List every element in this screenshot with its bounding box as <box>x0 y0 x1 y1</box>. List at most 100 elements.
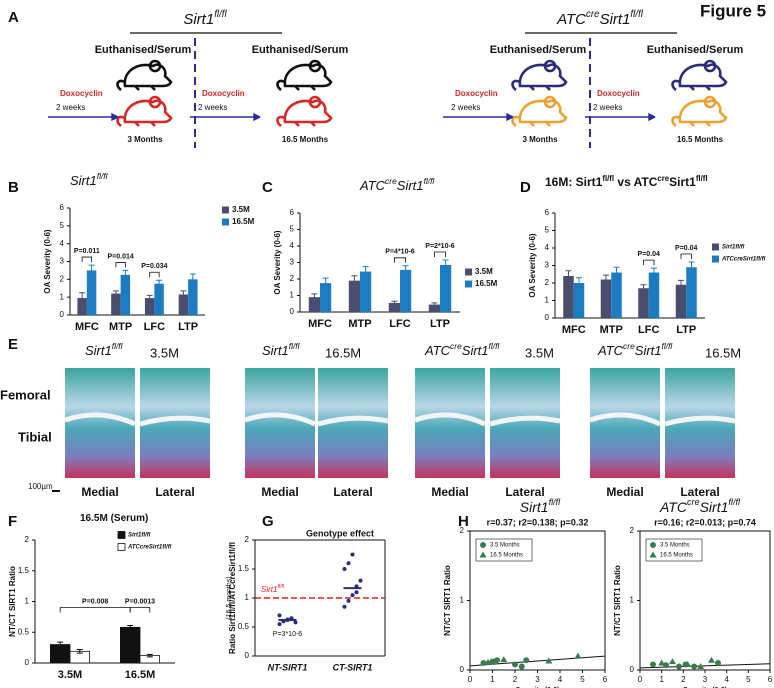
euthanised-label: Euthanised/Serum <box>490 44 587 56</box>
rich-text: 16M: Sirt1fl/fl vs ATCcreSirt1fl/fl <box>545 174 708 190</box>
y-tick-label: 2 <box>245 535 250 544</box>
legend-label: 3.5 Months <box>660 543 690 549</box>
y-tick-label: 1 <box>290 291 295 300</box>
superscript: fl/fl <box>489 341 501 351</box>
error-bar <box>146 294 153 302</box>
x-tick-label: MFC <box>562 324 586 336</box>
mouse-foot <box>150 85 156 91</box>
mouse-foot <box>689 121 695 127</box>
legend-label: Sirt1fl/fl <box>128 533 151 539</box>
x-tick-label: 2 <box>681 675 686 684</box>
mouse-body <box>518 99 568 124</box>
y-tick-label: 6 <box>545 208 550 217</box>
data-point <box>697 663 705 670</box>
x-tick-label: LTP <box>178 321 198 333</box>
stats-label: r=0.16; r2=0.013; p=0.74 <box>654 517 756 527</box>
mouse-icon <box>511 59 568 92</box>
text-run: ATC <box>659 499 688 515</box>
legend-swatch <box>712 243 719 251</box>
legend-marker <box>480 542 486 548</box>
rich-text: Sirt1fl/fl <box>85 341 124 358</box>
bar <box>686 267 697 318</box>
error-bar <box>122 269 129 280</box>
bar <box>120 626 141 664</box>
error-bar <box>688 261 695 273</box>
legend-box <box>475 538 533 562</box>
bar <box>120 274 131 315</box>
mouse-foot <box>705 85 711 91</box>
legend-label: 16.5 Months <box>660 553 693 559</box>
y-tick-label: 3 <box>545 261 550 270</box>
bar <box>360 271 372 312</box>
text-run: ATC <box>597 343 624 358</box>
p-value: P=0.04 <box>638 251 660 258</box>
legend-label: ATCcreSirt1fl/fl <box>127 545 172 551</box>
mouse-tail <box>116 115 126 128</box>
superscript: fl/fl <box>728 497 741 507</box>
bar <box>86 270 97 315</box>
superscript: fl/fl <box>662 341 674 351</box>
y-tick-label: 0 <box>545 313 550 322</box>
arrow <box>443 112 514 122</box>
panel-letter: E <box>8 336 18 353</box>
superscript: fl/fl <box>424 176 436 186</box>
joint-space <box>589 412 662 427</box>
superscript: fl/fl <box>277 584 284 590</box>
x-axis-label: Severity (0-6) <box>683 687 727 688</box>
mouse-tail <box>276 79 286 92</box>
age-label: 16.5M <box>325 345 361 360</box>
text-run: Sirt1 <box>262 343 289 358</box>
histology-image <box>245 368 315 478</box>
error-bar <box>180 290 187 299</box>
scale-bar-label: 100µm <box>28 482 53 491</box>
legend-marker <box>649 551 657 558</box>
error-bar <box>565 270 572 282</box>
superscript: fl/fl <box>97 171 109 181</box>
superscript: fl/fl <box>630 9 643 20</box>
mouse-tail <box>511 115 521 128</box>
mouse-icon <box>671 59 728 92</box>
legend-marker <box>650 542 656 548</box>
drug-label: Doxocyclin <box>455 89 498 98</box>
text-run: Sirt1 <box>462 343 489 358</box>
y-tick-label: 4 <box>290 241 295 250</box>
data-point <box>277 613 282 618</box>
euthanised-label: Euthanised/Serum <box>647 44 744 56</box>
p-value: P=3*10-6 <box>273 631 302 638</box>
significance-bracket <box>149 271 160 278</box>
legend-box <box>645 538 703 562</box>
joint-space <box>139 415 211 427</box>
histology-image <box>590 368 660 478</box>
mouse-ear <box>703 95 717 109</box>
x-tick-label: LTP <box>676 324 696 336</box>
column-label: Medial <box>431 485 468 499</box>
mouse-foot <box>134 85 140 91</box>
text-run: ATC <box>359 178 386 193</box>
p-value: P=0.008 <box>82 598 108 605</box>
superscript: fl/fl <box>549 497 562 507</box>
significance-bracket <box>81 256 92 263</box>
text-run: Sirt1 <box>261 585 277 594</box>
mouse-foot <box>689 85 695 91</box>
y-tick-label: 4 <box>545 243 550 252</box>
y-tick-label: 5 <box>545 226 550 235</box>
mouse-body <box>518 63 568 88</box>
bar <box>178 294 189 315</box>
data-point <box>715 660 721 667</box>
data-point <box>676 663 682 670</box>
x-tick-label: 3 <box>703 675 708 684</box>
error-bar <box>431 302 438 307</box>
mouse-tail <box>671 79 681 92</box>
column-label: Medial <box>81 485 118 499</box>
bar <box>348 280 360 312</box>
data-point <box>523 657 530 664</box>
rich-text: Sirt1fl/fl <box>183 9 227 28</box>
significance-bracket <box>434 251 446 258</box>
mouse-icon <box>671 95 728 128</box>
superscript: fl/fl <box>289 341 301 351</box>
rich-text: ATCcreSirt1fl/fl <box>597 341 673 358</box>
x-tick-label: CT-SIRT1 <box>333 662 373 672</box>
significance-bracket <box>129 607 151 613</box>
